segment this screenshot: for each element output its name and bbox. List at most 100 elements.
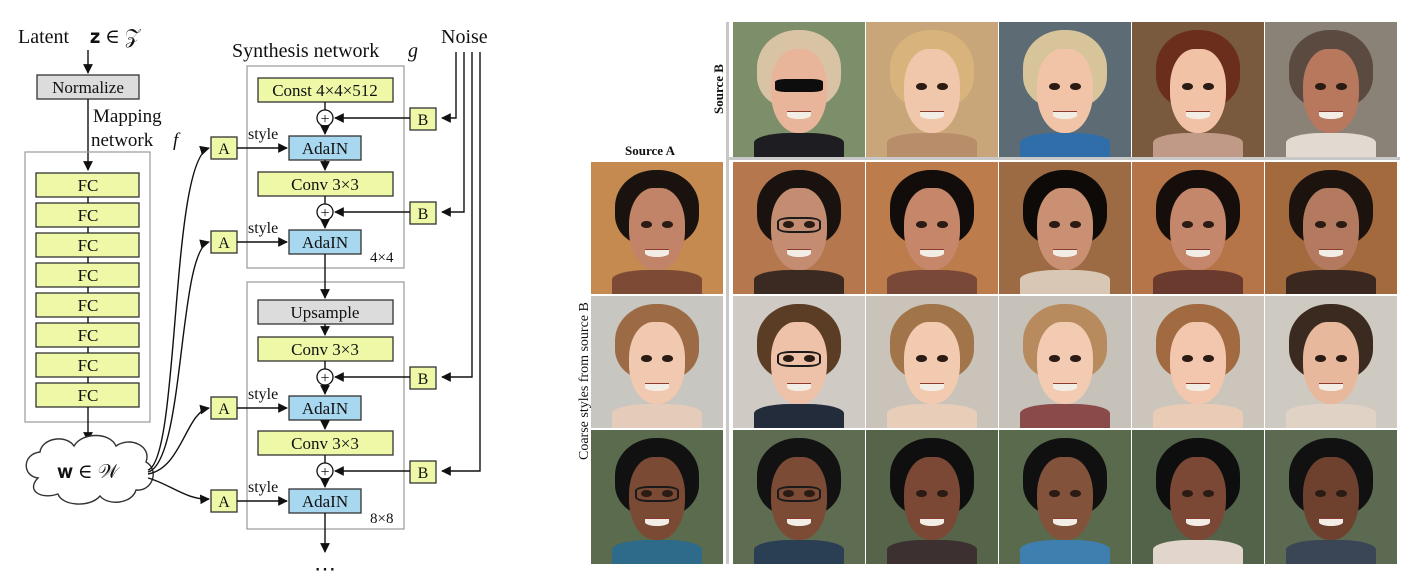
face-skin xyxy=(1037,188,1093,271)
mapping-label-line1: Mapping xyxy=(93,106,162,127)
face-eyes xyxy=(1047,490,1084,497)
adain-box-1 xyxy=(288,135,362,161)
face-eyes xyxy=(914,82,951,90)
normalize-label: Normalize xyxy=(52,78,124,97)
face-skin xyxy=(629,188,685,271)
fc-box-4 xyxy=(35,262,140,288)
face-mouth xyxy=(920,111,944,119)
face-neck xyxy=(1153,404,1243,428)
style-label-4: style xyxy=(248,479,278,496)
face-image-r0-c5 xyxy=(1265,22,1397,157)
face-eyes xyxy=(1180,355,1217,362)
face-mouth xyxy=(787,111,811,119)
adain-box-3 xyxy=(288,395,362,421)
face-image-r1-c1 xyxy=(733,162,865,294)
b-box-4 xyxy=(409,460,437,484)
face-mouth xyxy=(1186,518,1210,527)
face-image-r2-c4 xyxy=(1132,296,1264,428)
fc-label-3: FC xyxy=(78,236,99,255)
face-neck xyxy=(1153,539,1243,564)
face-neck xyxy=(887,404,977,428)
const-label: Const 4×4×512 xyxy=(272,81,378,100)
face-eyes xyxy=(1047,221,1084,228)
b-label-2: B xyxy=(418,206,429,223)
face-image-r2-c3 xyxy=(999,296,1131,428)
face-neck xyxy=(754,132,844,157)
mapping-f: f xyxy=(173,130,181,151)
a-label-3: A xyxy=(218,401,230,418)
face-mouth xyxy=(1319,518,1343,527)
face-image-r0-c1 xyxy=(733,22,865,157)
face-neck xyxy=(1286,132,1376,157)
header-separator-h xyxy=(728,157,1400,160)
face-image-r1-c2 xyxy=(866,162,998,294)
face-eyes xyxy=(1313,355,1350,362)
face-skin xyxy=(904,188,960,271)
fc-label-1: FC xyxy=(78,176,99,195)
w-label: 𝐰 ∈ 𝒲 xyxy=(57,461,120,483)
conv-label-3: Conv 3×3 xyxy=(291,434,359,453)
header-separator-v xyxy=(726,22,729,564)
face-skin xyxy=(629,322,685,405)
upsample-label: Upsample xyxy=(291,303,360,322)
source-a-label: Source A xyxy=(625,143,675,158)
face-mouth xyxy=(1319,383,1343,391)
face-mouth xyxy=(1053,518,1077,527)
source-b-label: Source B xyxy=(711,64,726,114)
face-neck xyxy=(1286,404,1376,428)
face-glasses xyxy=(776,486,822,503)
stylegan-architecture-diagram: Latent 𝐳 ∈ 𝒵 Normalize Mapping network f… xyxy=(18,26,488,581)
face-image-r2-c5 xyxy=(1265,296,1397,428)
face-neck xyxy=(1020,404,1110,428)
res-label-4x4: 4×4 xyxy=(370,250,394,266)
face-mouth xyxy=(920,518,944,527)
face-eyes xyxy=(914,490,951,497)
face-image-r3-c4 xyxy=(1132,430,1264,564)
face-glasses xyxy=(776,351,822,368)
face-eyes xyxy=(639,221,676,228)
face-mouth xyxy=(1186,249,1210,257)
face-image-r3-c2 xyxy=(866,430,998,564)
face-neck xyxy=(1153,132,1243,157)
noise-label: Noise xyxy=(441,26,488,48)
face-image-r0-c2 xyxy=(866,22,998,157)
upsample-box xyxy=(257,299,394,325)
face-neck xyxy=(612,539,702,564)
fc-box-6 xyxy=(35,322,140,348)
face-mouth xyxy=(787,518,811,527)
face-image-r1-c4 xyxy=(1132,162,1264,294)
face-eyes xyxy=(1313,82,1350,90)
synthesis-title: Synthesis network xyxy=(232,40,379,62)
face-skin xyxy=(1170,188,1226,271)
face-mouth xyxy=(1186,383,1210,391)
face-glasses xyxy=(776,217,822,234)
conv-box-2 xyxy=(257,336,394,362)
face-eyes xyxy=(639,355,676,362)
face-image-r1-c3 xyxy=(999,162,1131,294)
b-box-2 xyxy=(409,201,437,225)
face-neck xyxy=(887,539,977,564)
adain-label-3: AdaIN xyxy=(302,399,348,418)
plus-4: + xyxy=(320,464,329,481)
face-image-r1-c0 xyxy=(591,162,723,294)
face-sunglasses xyxy=(775,78,823,93)
face-neck xyxy=(1153,270,1243,294)
face-eyes xyxy=(1047,82,1084,90)
face-mouth xyxy=(1053,383,1077,391)
face-image-r1-c5 xyxy=(1265,162,1397,294)
fc-box-1 xyxy=(35,172,140,198)
face-image-r3-c0 xyxy=(591,430,723,564)
fc-label-7: FC xyxy=(78,356,99,375)
face-image-r3-c1 xyxy=(733,430,865,564)
style-label-2: style xyxy=(248,220,278,237)
face-image-r2-c1 xyxy=(733,296,865,428)
face-mouth xyxy=(645,383,669,391)
face-neck xyxy=(612,270,702,294)
face-neck xyxy=(1286,270,1376,294)
face-glasses xyxy=(634,486,680,503)
plus-1: + xyxy=(320,111,329,128)
fc-label-2: FC xyxy=(78,206,99,225)
face-eyes xyxy=(914,355,951,362)
mapping-label-line2: network xyxy=(91,130,154,151)
fc-label-6: FC xyxy=(78,326,99,345)
